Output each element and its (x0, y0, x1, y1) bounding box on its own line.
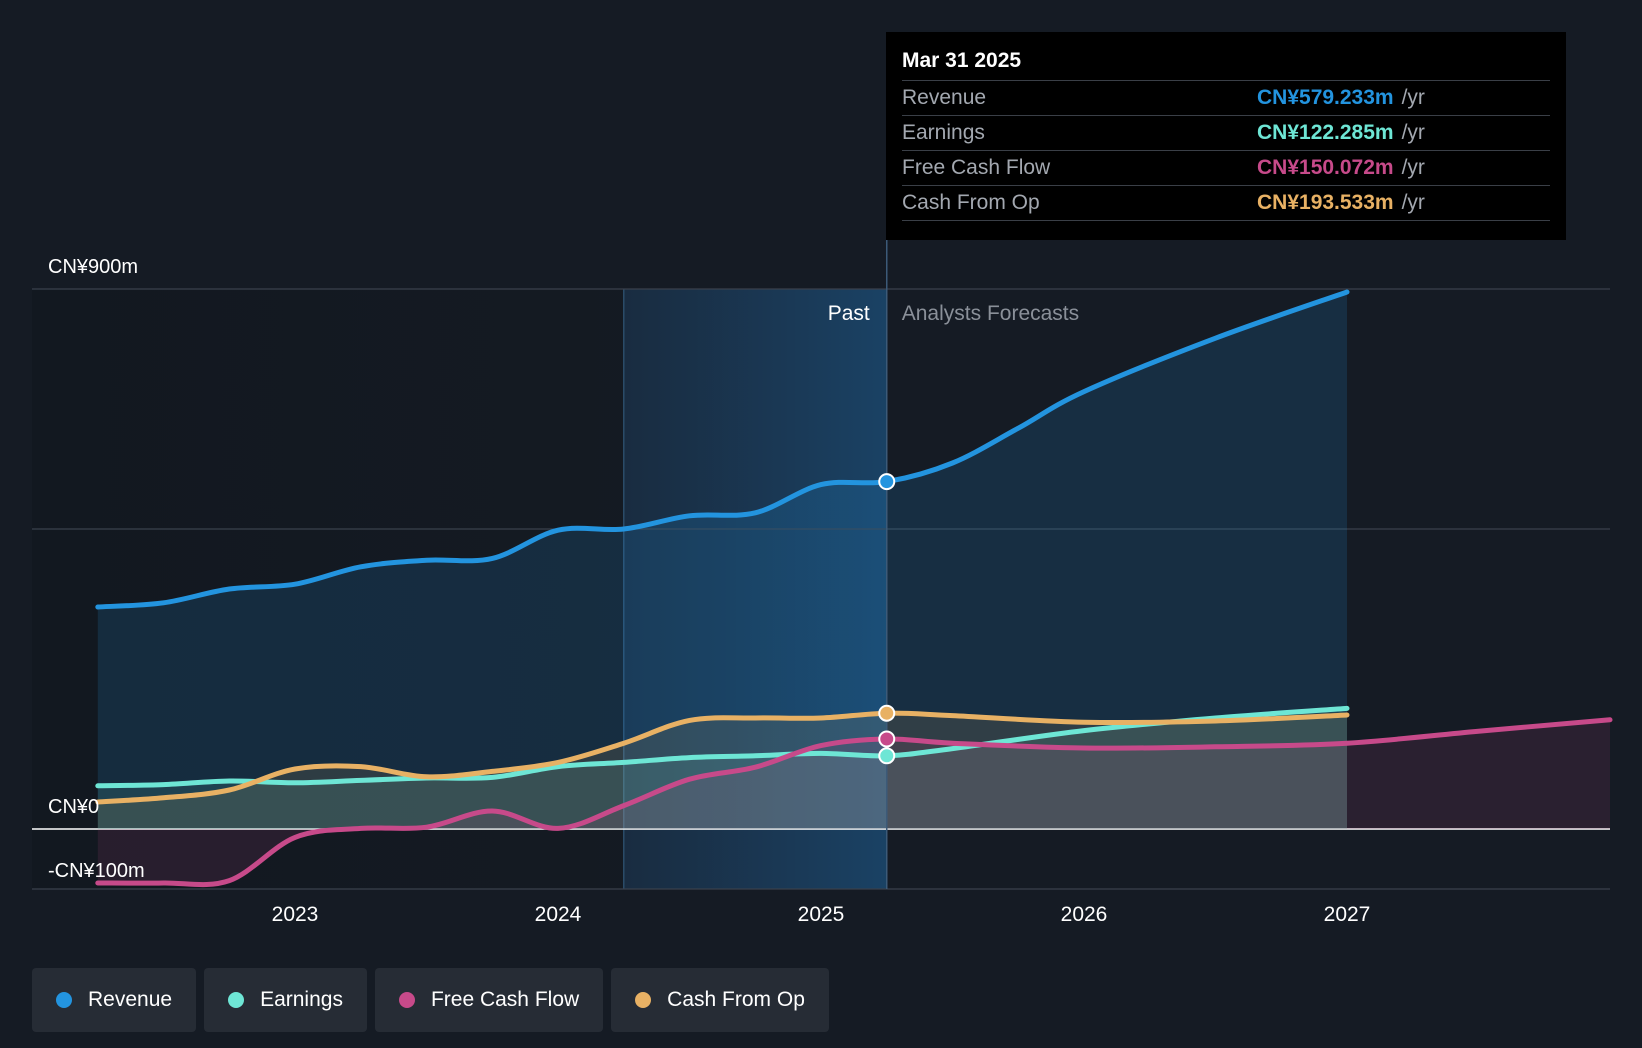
tooltip-value: CN¥122.285m (1257, 121, 1394, 144)
forecast-label: Analysts Forecasts (902, 302, 1079, 325)
tooltip-value: CN¥193.533m (1257, 191, 1394, 214)
revenue-dot-icon (56, 992, 72, 1008)
tooltip-row-revenue: Revenue CN¥579.233m /yr (902, 81, 1550, 116)
y-axis-label: -CN¥100m (48, 860, 145, 882)
cash-from-op-marker (878, 704, 896, 722)
revenue-marker (878, 473, 896, 491)
earnings-dot-icon (228, 992, 245, 1008)
revenue-line (95, 289, 1350, 610)
earnings-line (95, 705, 1350, 789)
free-cash-flow-marker (878, 730, 896, 748)
earnings-marker (878, 747, 896, 765)
tooltip-label: Free Cash Flow (902, 156, 1051, 179)
legend-item-free-cash-flow[interactable]: Free Cash Flow (374, 968, 604, 1032)
tooltip-unit: /yr (1401, 191, 1425, 214)
tooltip-label: Earnings (902, 121, 985, 144)
tooltip: Mar 31 2025 Revenue CN¥579.233m /yr Earn… (886, 32, 1566, 240)
past-label: Past (828, 302, 870, 325)
x-axis-tick-label: 2027 (1324, 903, 1371, 926)
x-axis-tick-label: 2026 (1061, 903, 1108, 926)
legend-label: Revenue (88, 988, 173, 1011)
legend-label: Cash From Op (667, 988, 805, 1011)
history-region (32, 289, 624, 889)
tooltip-row-earnings: Earnings CN¥122.285m /yr (902, 116, 1550, 151)
legend: Revenue Earnings Free Cash Flow Cash Fro… (32, 968, 829, 1032)
legend-item-revenue[interactable]: Revenue (32, 968, 197, 1032)
tooltip-value: CN¥579.233m (1257, 86, 1394, 109)
legend-label: Free Cash Flow (430, 988, 580, 1011)
tooltip-unit: /yr (1401, 156, 1425, 179)
x-axis-tick-label: 2024 (535, 903, 582, 926)
x-axis-tick-label: 2023 (272, 903, 319, 926)
tooltip-unit: /yr (1401, 86, 1425, 109)
cash-from-op-dot-icon (635, 992, 652, 1008)
tooltip-label: Cash From Op (902, 191, 1040, 214)
cash-from-op-line (95, 710, 1350, 805)
x-axis-tick-label: 2025 (798, 903, 845, 926)
free-cash-flow-area (97, 719, 1610, 885)
tooltip-date: Mar 31 2025 (902, 46, 1550, 81)
legend-item-cash-from-op[interactable]: Cash From Op (611, 968, 829, 1032)
free-cash-flow-line (95, 717, 1613, 888)
y-axis-label: CN¥0 (48, 796, 99, 818)
free-cash-flow-dot-icon (398, 992, 415, 1008)
tooltip-unit: /yr (1401, 121, 1425, 144)
tooltip-row-free-cash-flow: Free Cash Flow CN¥150.072m /yr (902, 151, 1550, 186)
y-axis-label: CN¥900m (48, 256, 138, 278)
tooltip-label: Revenue (902, 86, 987, 109)
legend-label: Earnings (260, 988, 343, 1011)
legend-item-earnings[interactable]: Earnings (204, 968, 367, 1032)
revenue-area (97, 292, 1347, 829)
tooltip-row-cash-from-op: Cash From Op CN¥193.533m /yr (902, 186, 1550, 221)
tooltip-value: CN¥150.072m (1257, 156, 1394, 179)
